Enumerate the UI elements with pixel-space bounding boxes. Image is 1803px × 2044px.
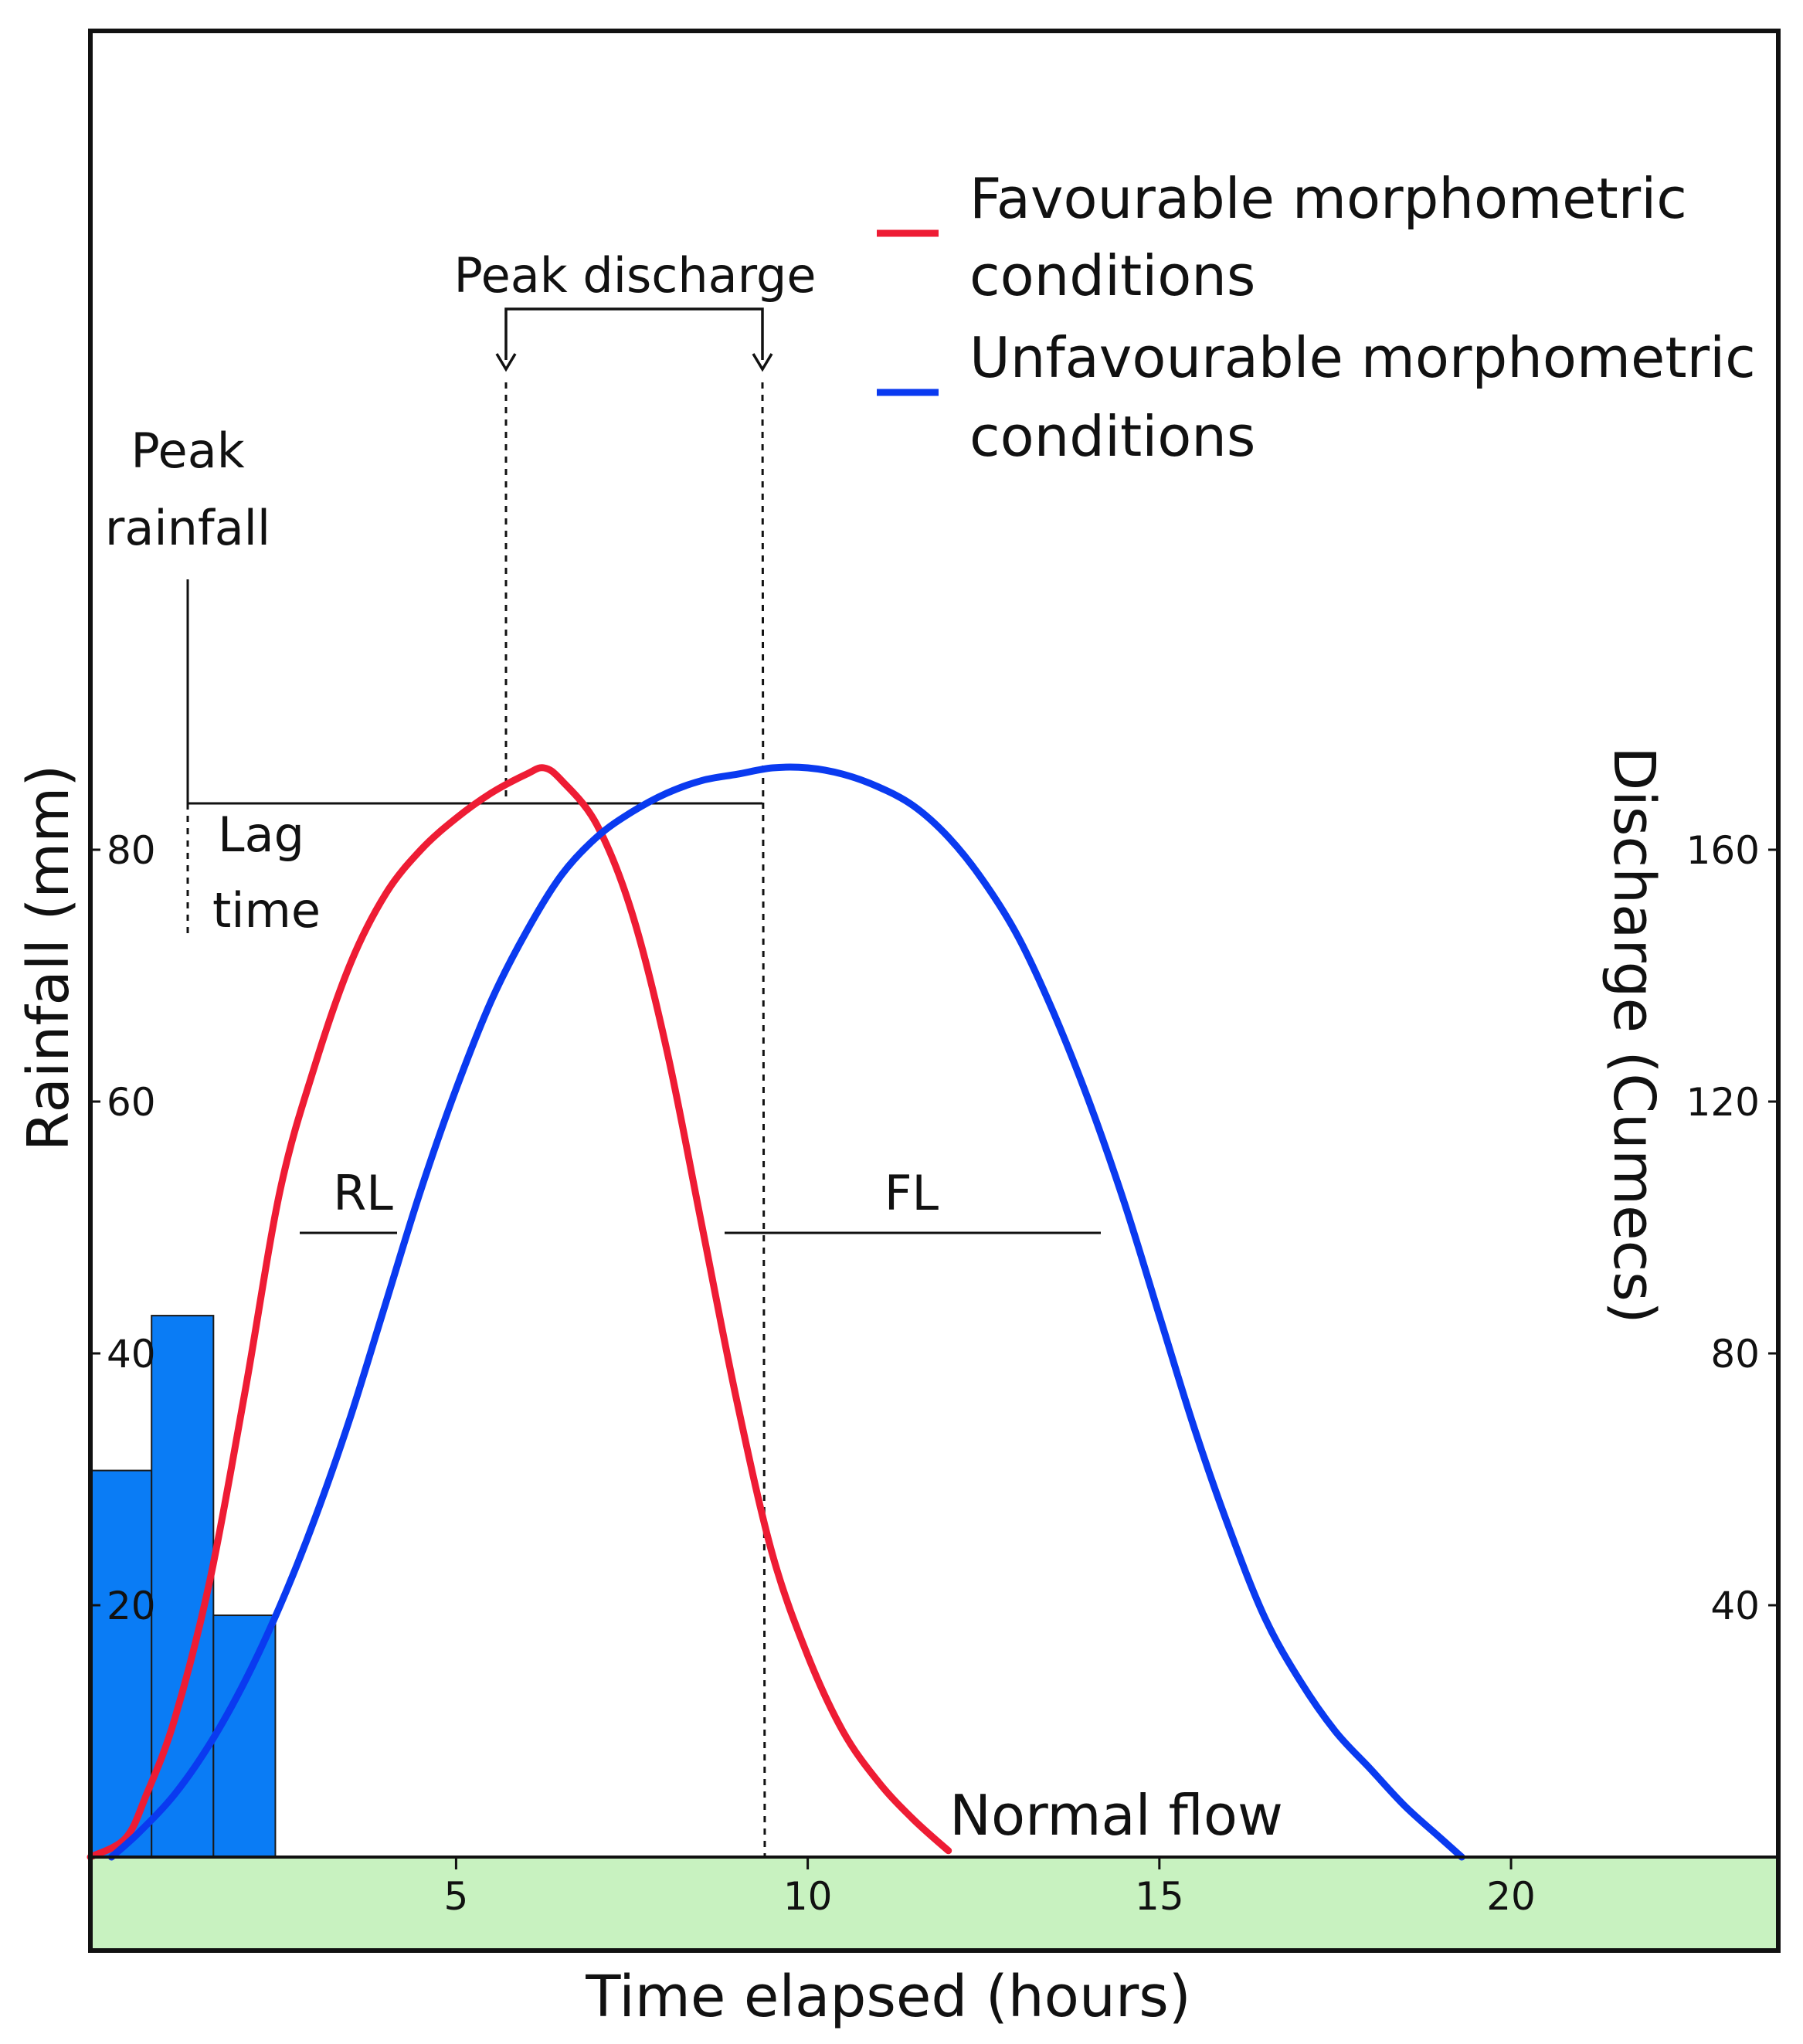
legend-label-favourable-line2: conditions <box>969 243 1255 308</box>
peak-discharge-arrow-left <box>495 353 517 372</box>
normal-flow-band <box>90 1857 1778 1951</box>
left-tick-label-60: 60 <box>107 1080 156 1125</box>
x-tick-label-10: 10 <box>783 1874 833 1919</box>
right-tick-label-160: 160 <box>1686 828 1760 873</box>
x-tick-label-5: 5 <box>444 1874 469 1919</box>
peak-rainfall-label-line1: Peak <box>131 423 244 479</box>
legend-label-unfavourable-line2: conditions <box>969 404 1255 469</box>
right-tick-label-80: 80 <box>1710 1332 1760 1377</box>
peak-discharge-bracket <box>504 307 764 360</box>
right-tick-label-120: 120 <box>1686 1080 1760 1125</box>
y-axis-title-left: Rainfall (mm) <box>15 765 82 1152</box>
rainfall-bars <box>90 1315 277 1859</box>
rain-bar-1 <box>90 1469 153 1858</box>
plot-frame <box>88 29 1781 1953</box>
legend-label-favourable-line1: Favourable morphometric <box>969 166 1687 231</box>
peak-discharge-label: Peak discharge <box>453 247 816 304</box>
y-axis-title-right: Discharge (Cumecs) <box>1601 746 1667 1323</box>
annotation-guides <box>186 307 1101 1858</box>
x-tick-label-20: 20 <box>1486 1874 1536 1919</box>
left-tick-label-20: 20 <box>107 1584 156 1628</box>
left-tick-label-40: 40 <box>107 1332 156 1377</box>
fl-label: FL <box>885 1165 939 1221</box>
x-axis-title: Time elapsed (hours) <box>585 1964 1190 2030</box>
normal-flow-label: Normal flow <box>949 1783 1283 1848</box>
legend-label-unfavourable-line1: Unfavourable morphometric <box>969 325 1756 390</box>
unfavourable-hydrograph-curve <box>107 763 1465 1861</box>
blue-peak-dotted-line <box>761 382 766 1858</box>
lag-time-label-line1: Lag <box>218 806 304 863</box>
right-tick-label-40: 40 <box>1710 1584 1760 1628</box>
peak-rainfall-label-line2: rainfall <box>105 500 270 556</box>
legend: Favourable morphometric conditions Unfav… <box>877 166 1756 469</box>
rain-bar-2 <box>151 1315 215 1858</box>
rl-label: RL <box>333 1165 393 1221</box>
left-tick-label-80: 80 <box>107 828 156 873</box>
peak-discharge-arrow-right <box>752 353 773 372</box>
favourable-hydrograph-curve <box>87 764 952 1861</box>
x-tick-label-15: 15 <box>1135 1874 1184 1919</box>
rain-bar-3 <box>212 1614 277 1859</box>
axis-ticks: 5 10 15 20 20 40 60 80 40 80 120 160 <box>90 828 1778 1919</box>
lag-time-label-line2: time <box>212 882 321 939</box>
